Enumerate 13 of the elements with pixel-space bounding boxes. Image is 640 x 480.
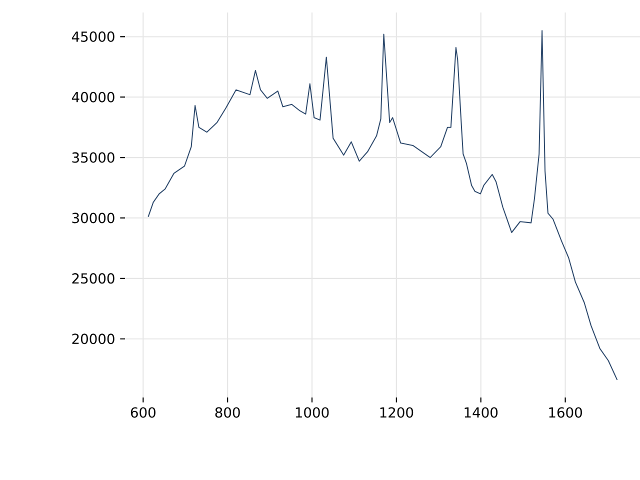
x-tick-label: 1200 xyxy=(380,407,414,418)
x-tick-label: 1600 xyxy=(549,407,582,418)
y-tick-label: 20000 xyxy=(72,334,114,344)
x-tick-label: 1000 xyxy=(296,407,329,418)
y-tick-label: 25000 xyxy=(72,273,114,284)
y-tick-label: 30000 xyxy=(72,212,114,224)
x-tick-label: 800 xyxy=(215,407,240,418)
y-tick-label: 45000 xyxy=(72,31,114,42)
y-tick-label: 40000 xyxy=(72,92,114,102)
y-tick-label: 35000 xyxy=(72,152,114,163)
x-tick-label: 1400 xyxy=(464,407,498,418)
x-tick-label: 600 xyxy=(130,407,156,418)
line-series xyxy=(148,30,618,380)
